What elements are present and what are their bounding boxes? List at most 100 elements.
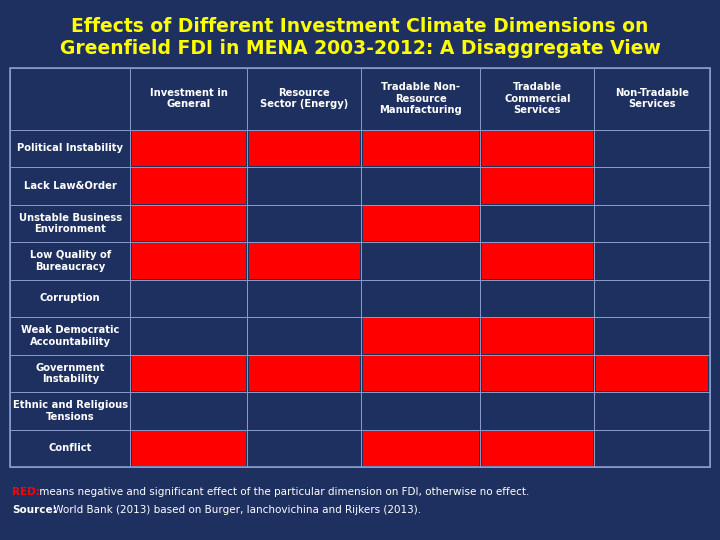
Bar: [482, 281, 593, 316]
Bar: [363, 206, 479, 241]
Text: Corruption: Corruption: [40, 293, 101, 303]
Bar: [132, 393, 246, 429]
Bar: [595, 392, 710, 430]
Bar: [595, 355, 710, 392]
Bar: [480, 130, 595, 167]
Bar: [595, 167, 710, 205]
Bar: [363, 281, 479, 316]
Bar: [248, 130, 361, 167]
Bar: [595, 242, 710, 280]
Text: Weak Democratic
Accountability: Weak Democratic Accountability: [21, 325, 120, 347]
Bar: [132, 431, 246, 466]
Bar: [595, 430, 710, 467]
Bar: [10, 167, 130, 205]
Text: Tradable
Commercial
Services: Tradable Commercial Services: [504, 82, 571, 115]
Bar: [10, 317, 130, 355]
Bar: [361, 205, 480, 242]
Bar: [10, 205, 130, 242]
Bar: [10, 355, 130, 392]
Bar: [10, 280, 130, 317]
Bar: [132, 356, 246, 391]
Bar: [480, 167, 595, 205]
Bar: [361, 130, 480, 167]
Bar: [480, 430, 595, 467]
Bar: [595, 205, 710, 242]
Bar: [480, 355, 595, 392]
Bar: [595, 68, 710, 130]
Bar: [480, 392, 595, 430]
Bar: [132, 243, 246, 279]
Bar: [482, 431, 593, 466]
Bar: [130, 205, 248, 242]
Text: Resource
Sector (Energy): Resource Sector (Energy): [260, 87, 348, 109]
Bar: [10, 130, 130, 167]
Bar: [596, 206, 708, 241]
Bar: [132, 168, 246, 204]
Bar: [363, 243, 479, 279]
Bar: [10, 392, 130, 430]
Bar: [482, 356, 593, 391]
Bar: [361, 355, 480, 392]
Bar: [248, 167, 361, 205]
Bar: [480, 205, 595, 242]
Bar: [248, 280, 361, 317]
Text: Tradable Non-
Resource
Manufacturing: Tradable Non- Resource Manufacturing: [379, 82, 462, 115]
Text: Political Instability: Political Instability: [17, 143, 123, 153]
Bar: [361, 167, 480, 205]
Bar: [361, 68, 480, 130]
Bar: [482, 243, 593, 279]
Bar: [248, 392, 361, 430]
Text: Non-Tradable
Services: Non-Tradable Services: [615, 87, 689, 109]
Bar: [130, 242, 248, 280]
Bar: [596, 318, 708, 354]
Bar: [596, 356, 708, 391]
Bar: [363, 168, 479, 204]
Text: Effects of Different Investment Climate Dimensions on: Effects of Different Investment Climate …: [71, 17, 649, 37]
Bar: [595, 130, 710, 167]
Bar: [249, 356, 360, 391]
Bar: [596, 131, 708, 166]
Bar: [10, 430, 130, 467]
Bar: [595, 280, 710, 317]
Bar: [130, 280, 248, 317]
Bar: [249, 281, 360, 316]
Bar: [132, 318, 246, 354]
Bar: [248, 430, 361, 467]
Text: RED:: RED:: [12, 488, 40, 497]
Bar: [363, 431, 479, 466]
Bar: [249, 243, 360, 279]
Bar: [249, 318, 360, 354]
Text: means negative and significant effect of the particular dimension on FDI, otherw: means negative and significant effect of…: [36, 488, 529, 497]
Bar: [596, 281, 708, 316]
Text: Investment in
General: Investment in General: [150, 87, 228, 109]
Bar: [361, 430, 480, 467]
Text: Ethnic and Religious
Tensions: Ethnic and Religious Tensions: [13, 400, 128, 422]
Bar: [130, 167, 248, 205]
Bar: [248, 242, 361, 280]
Bar: [480, 317, 595, 355]
Bar: [482, 318, 593, 354]
Text: World Bank (2013) based on Burger, Ianchovichina and Rijkers (2013).: World Bank (2013) based on Burger, Ianch…: [50, 505, 420, 515]
Text: Conflict: Conflict: [48, 443, 92, 454]
Bar: [361, 317, 480, 355]
Bar: [596, 243, 708, 279]
Text: Government
Instability: Government Instability: [35, 362, 105, 384]
Bar: [249, 168, 360, 204]
Bar: [480, 242, 595, 280]
Bar: [363, 393, 479, 429]
Text: Lack Law&Order: Lack Law&Order: [24, 181, 117, 191]
Text: Unstable Business
Environment: Unstable Business Environment: [19, 213, 122, 234]
Bar: [130, 317, 248, 355]
Bar: [363, 356, 479, 391]
Bar: [130, 68, 248, 130]
Bar: [596, 431, 708, 466]
Bar: [248, 205, 361, 242]
Bar: [361, 280, 480, 317]
Bar: [596, 168, 708, 204]
Bar: [482, 393, 593, 429]
Bar: [249, 206, 360, 241]
Text: Greenfield FDI in MENA 2003-2012: A Disaggregate View: Greenfield FDI in MENA 2003-2012: A Disa…: [60, 39, 660, 58]
Bar: [361, 242, 480, 280]
Bar: [130, 392, 248, 430]
Bar: [363, 131, 479, 166]
